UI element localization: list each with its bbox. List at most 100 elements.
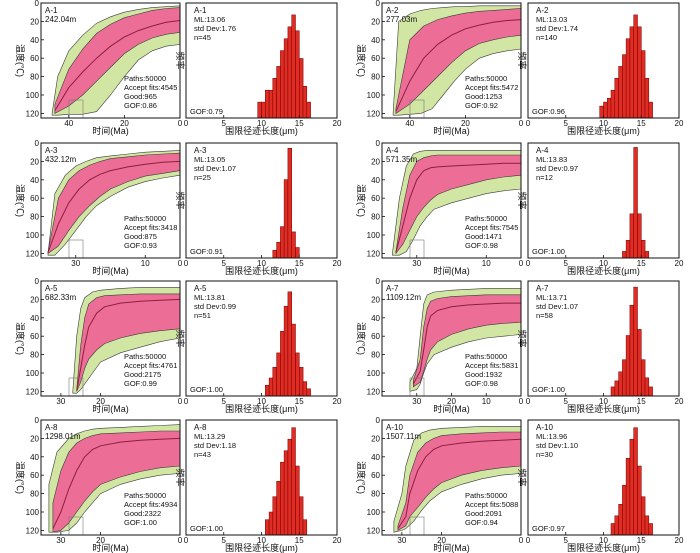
hist-stat-line: n=25 xyxy=(194,173,211,182)
plot-area xyxy=(186,3,337,118)
x-tick-label: 0 xyxy=(519,119,524,128)
x-tick-label: 0 xyxy=(519,259,524,268)
temp-axis-label: 温度(℃) xyxy=(356,461,367,494)
tt-stat-line: Good:2322 xyxy=(124,509,161,518)
freq-axis-label: 频率 xyxy=(517,329,528,347)
y-tick-label: 0 xyxy=(376,139,381,148)
hist-stat-line: n=43 xyxy=(194,450,211,459)
time-axis-label: 时间(Ma) xyxy=(433,403,470,414)
sample-id: A-1 xyxy=(194,6,207,15)
y-tick-label: 20 xyxy=(371,434,380,443)
tt-stat-line: Accept fits:4934 xyxy=(124,500,177,509)
histogram-bar xyxy=(272,367,277,397)
sample-id: A-5 xyxy=(45,284,58,293)
freq-axis-label: 频率 xyxy=(517,191,528,209)
plot-area xyxy=(528,281,679,396)
x-tick-label: 30 xyxy=(56,536,65,545)
histogram-bar xyxy=(633,427,638,536)
tt-stat-line: GOF:0.92 xyxy=(465,101,498,110)
x-tick-label: 10 xyxy=(257,259,266,268)
freq-axis-label: 频率 xyxy=(517,51,528,69)
histogram-bar xyxy=(276,481,281,536)
y-tick-label: 40 xyxy=(30,176,39,185)
y-tick-label: 40 xyxy=(30,453,39,462)
y-tick-label: 100 xyxy=(367,231,381,240)
histogram-bar xyxy=(283,305,289,397)
sample-id: A-3 xyxy=(45,146,58,155)
plot-area xyxy=(186,281,337,396)
sample-id: A-2 xyxy=(536,6,549,15)
plot-area xyxy=(186,420,337,535)
plot-frame xyxy=(40,2,181,119)
y-tick-label: 120 xyxy=(26,249,40,258)
y-tick-label: 40 xyxy=(371,314,380,323)
histogram-bar xyxy=(618,504,623,536)
x-tick-label: 10 xyxy=(482,397,491,406)
y-tick-label: 100 xyxy=(367,91,381,100)
x-tick-label: 20 xyxy=(447,397,456,406)
histogram-bar xyxy=(629,26,634,119)
y-tick-label: 20 xyxy=(371,295,380,304)
x-tick-label: 0 xyxy=(526,536,531,545)
hist-stat-line: ML:13.03 xyxy=(536,15,567,24)
y-tick-label: 40 xyxy=(371,36,380,45)
temp-axis-label: 温度(℃) xyxy=(15,461,26,494)
histogram-bar xyxy=(302,519,308,536)
histogram-bar xyxy=(637,465,642,536)
hist-stat-line: ML:13.06 xyxy=(194,15,225,24)
hist-stat-line: std Dev:1.07 xyxy=(536,302,578,311)
histogram-bar xyxy=(599,105,604,119)
tt-stat-line: Accept fits:5472 xyxy=(465,83,518,92)
tt-stat-line: Accept fits:3418 xyxy=(124,223,177,232)
histogram-bar xyxy=(299,367,304,397)
best-fit-line xyxy=(395,19,522,112)
plot-frame xyxy=(40,419,181,536)
x-tick-label: 20 xyxy=(333,259,342,268)
x-tick-label: 20 xyxy=(675,536,684,545)
x-tick-label: 20 xyxy=(333,119,342,128)
best-fit-line xyxy=(397,438,522,529)
hist-gof: GOF:0.97 xyxy=(532,524,565,533)
histogram-bar xyxy=(280,50,285,119)
x-tick-label: 5 xyxy=(564,259,569,268)
best-fit-line xyxy=(52,437,181,529)
y-tick-label: 40 xyxy=(371,176,380,185)
tt-stat-line: Good:1471 xyxy=(465,232,502,241)
y-tick-label: 60 xyxy=(30,471,39,480)
histogram-bar xyxy=(265,384,270,397)
histogram-bar xyxy=(287,438,292,536)
tt-stat-line: Accept fits:4761 xyxy=(124,361,177,370)
histogram-bar xyxy=(268,377,274,397)
x-tick-label: 0 xyxy=(184,119,189,128)
hist-stat-line: ML:13.81 xyxy=(194,293,225,302)
y-tick-label: 20 xyxy=(30,17,39,26)
histogram-bar xyxy=(629,438,634,536)
hist-stat-line: std Dev:1.18 xyxy=(194,441,236,450)
sample-id: A-3 xyxy=(194,146,207,155)
histogram-bar xyxy=(295,352,300,397)
length-axis-label: 围限径迹长度(μm) xyxy=(567,265,640,276)
x-tick-label: 10 xyxy=(599,536,608,545)
y-tick-label: 60 xyxy=(371,54,380,63)
tt-stat-line: Good:1932 xyxy=(465,370,502,379)
x-tick-label: 40 xyxy=(405,119,414,128)
histogram-bar xyxy=(302,381,308,397)
time-axis-label: 时间(Ma) xyxy=(433,265,470,276)
tt-stat-line: Paths:50000 xyxy=(465,491,507,500)
plot-area xyxy=(528,143,679,258)
tt-stat-line: Good:875 xyxy=(124,232,157,241)
hist-gof: GOF:1.00 xyxy=(190,385,223,394)
tt-stat-line: GOF:0.94 xyxy=(465,518,498,527)
y-tick-label: 60 xyxy=(30,332,39,341)
y-tick-label: 20 xyxy=(30,157,39,166)
histogram-bar xyxy=(629,213,634,259)
histogram-bar xyxy=(276,352,281,397)
y-tick-label: 60 xyxy=(30,194,39,203)
x-tick-label: 30 xyxy=(412,259,421,268)
histogram-bar xyxy=(268,89,274,119)
